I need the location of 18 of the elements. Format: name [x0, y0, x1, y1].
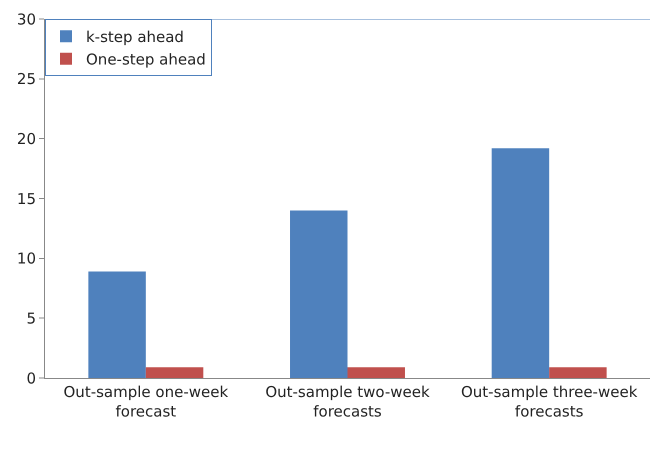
bar — [88, 272, 146, 378]
x-tick-label: Out-sample three-week forecasts — [460, 383, 638, 420]
bar — [492, 148, 550, 378]
x-tick-label: Out-sample two-week forecasts — [265, 383, 430, 420]
bar — [549, 367, 607, 378]
legend-label: One-step ahead — [86, 50, 206, 69]
bar — [348, 367, 405, 378]
y-tick-label: 5 — [26, 309, 36, 328]
bar — [146, 367, 204, 378]
y-tick-label: 15 — [16, 190, 36, 208]
x-tick-label: Out-sample one-week forecast — [64, 383, 228, 420]
bar — [290, 210, 348, 378]
y-tick-label: 20 — [16, 130, 36, 148]
legend-label: k-step ahead — [86, 28, 184, 46]
y-tick-label: 25 — [16, 70, 36, 88]
y-tick-label: 10 — [16, 250, 36, 268]
y-tick-label: 30 — [16, 10, 36, 28]
y-tick-label: 0 — [26, 369, 36, 388]
